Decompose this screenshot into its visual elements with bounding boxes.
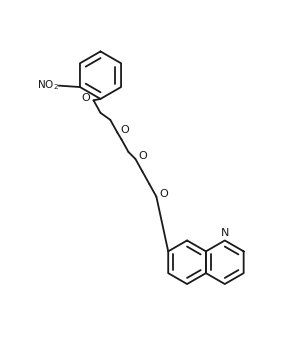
Text: N: N [221, 228, 230, 238]
Text: O: O [120, 125, 129, 134]
Text: NO$_2$: NO$_2$ [37, 78, 58, 92]
Text: O: O [81, 93, 90, 103]
Text: O: O [160, 189, 169, 199]
Text: O: O [138, 151, 147, 161]
